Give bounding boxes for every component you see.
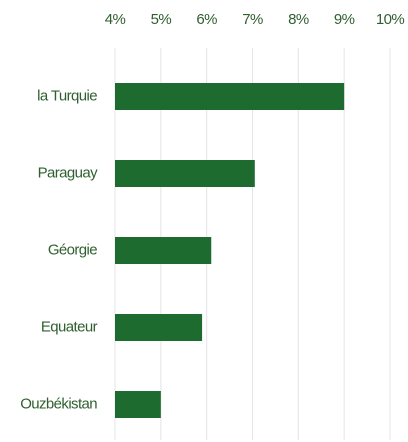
x-tick-label: 8% bbox=[288, 11, 309, 28]
y-tick-label: Paraguay bbox=[38, 164, 99, 181]
y-tick-label: Equateur bbox=[41, 318, 98, 335]
x-tick-label: 6% bbox=[196, 11, 217, 28]
bar bbox=[115, 237, 212, 264]
x-tick-label: 10% bbox=[376, 11, 404, 28]
bar bbox=[115, 160, 255, 187]
x-tick-label: 4% bbox=[105, 11, 126, 28]
x-tick-label: 9% bbox=[334, 11, 355, 28]
bar bbox=[115, 314, 203, 341]
bar bbox=[115, 83, 345, 110]
y-tick-label: Géorgie bbox=[48, 241, 97, 258]
x-tick-label: 5% bbox=[151, 11, 172, 28]
x-tick-label: 7% bbox=[242, 11, 263, 28]
bar bbox=[115, 391, 161, 418]
y-tick-label: la Turquie bbox=[37, 87, 97, 104]
y-tick-label: Ouzbékistan bbox=[20, 395, 97, 412]
